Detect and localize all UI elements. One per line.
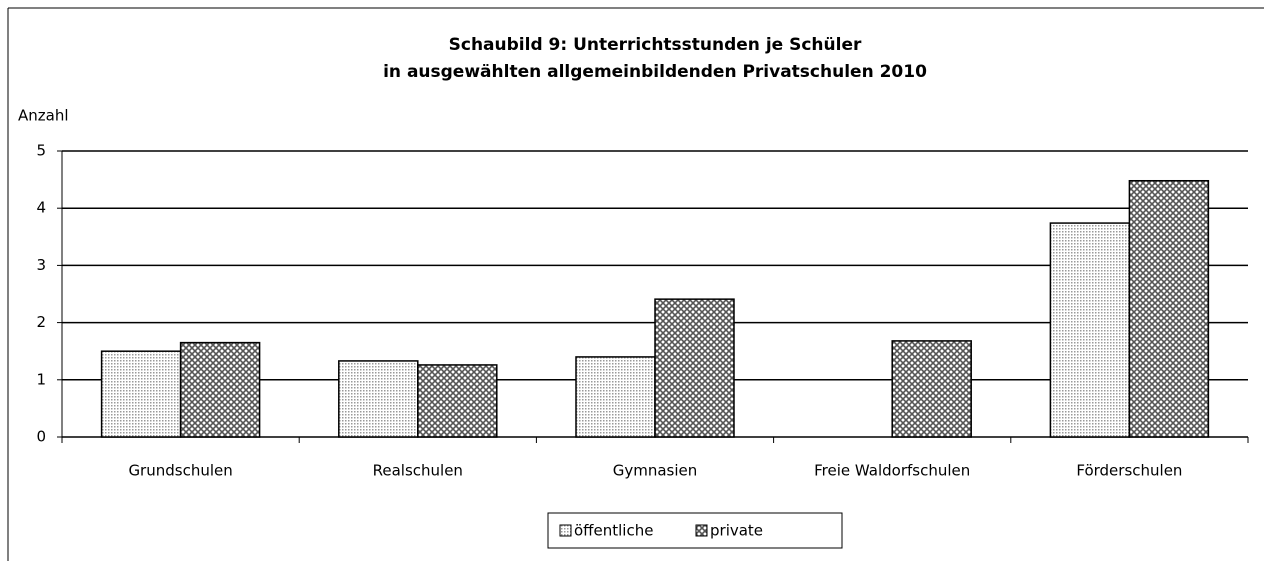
y-tick-label: 1 [36,370,46,388]
x-tick-label: Realschulen [373,462,463,480]
bar [575,356,656,438]
bar [417,364,498,438]
x-tick-label: Grundschulen [128,462,232,480]
legend-swatch [695,524,708,537]
legend-box [547,512,843,549]
y-tick-label: 3 [36,256,46,274]
y-tick-label: 0 [36,428,46,446]
legend-label: öffentliche [574,522,653,540]
bar [179,341,261,438]
legend-swatch [559,524,572,537]
bar [1128,179,1210,438]
bar [654,298,735,438]
chart-title: Schaubild 9: Unterrichtsstunden je Schül… [449,35,862,55]
x-tick-label: Förderschulen [1076,462,1182,480]
y-axis-label: Anzahl [18,107,69,125]
bar [1049,222,1131,438]
chart-title: in ausgewählten allgemeinbildenden Priva… [383,62,927,82]
bar [338,360,419,438]
x-tick-label: Gymnasien [613,462,698,480]
x-tick-label: Freie Waldorfschulen [814,462,970,480]
y-tick-label: 4 [36,199,46,217]
bar [891,340,972,438]
y-tick-label: 5 [36,142,46,160]
y-tick-label: 2 [36,313,46,331]
bar [100,350,182,438]
legend-label: private [710,522,763,540]
